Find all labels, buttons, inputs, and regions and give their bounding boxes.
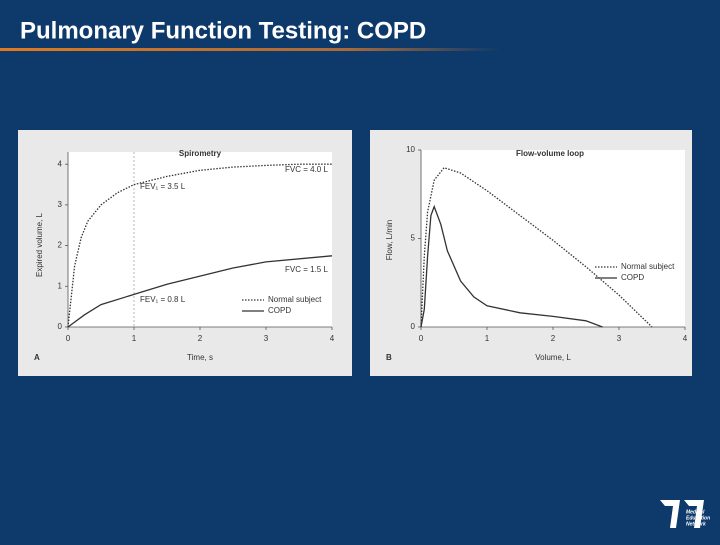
annotation: FEV₁ = 3.5 L — [140, 182, 186, 191]
logo-text: Network — [686, 521, 706, 527]
annotation: FVC = 1.5 L — [285, 265, 328, 274]
y-axis-label: Expired volume, L — [35, 212, 44, 277]
x-tick-label: 4 — [683, 334, 688, 343]
plot-area — [68, 152, 332, 327]
y-tick-label: 0 — [58, 322, 63, 331]
plot-area — [421, 150, 685, 327]
panel-label: B — [386, 353, 392, 362]
logo-text: Education — [686, 515, 710, 521]
logo: Medical Education Network — [660, 500, 710, 528]
chart-title: Spirometry — [179, 149, 222, 158]
y-tick-label: 5 — [411, 234, 416, 243]
x-tick-label: 2 — [551, 334, 556, 343]
annotation: FVC = 4.0 L — [285, 165, 328, 174]
title-underline — [0, 48, 500, 51]
y-tick-label: 0 — [411, 322, 416, 331]
charts: 0 1 2 3 4 0 1 2 3 4 Spirometry Time, s Expired volum… — [34, 145, 688, 362]
x-tick-label: 2 — [198, 334, 203, 343]
x-tick-label: 0 — [66, 334, 71, 343]
series-line — [67, 163, 332, 328]
x-tick-label: 1 — [485, 334, 490, 343]
slide-title: Pulmonary Function Testing: COPD — [20, 17, 426, 44]
y-tick-label: 2 — [58, 241, 63, 250]
x-axis-label: Volume, L — [535, 353, 571, 362]
annotation: FEV₁ = 0.8 L — [140, 295, 186, 304]
x-axis-label: Time, s — [187, 353, 213, 362]
x-tick-label: 1 — [132, 334, 137, 343]
series-line — [420, 204, 603, 328]
y-axis-label: Flow, L/min — [385, 220, 394, 260]
x-tick-label: 4 — [330, 334, 335, 343]
x-tick-label: 3 — [617, 334, 622, 343]
y-tick-label: 10 — [406, 145, 415, 154]
chart-title: Flow-volume loop — [516, 149, 584, 158]
y-tick-label: 4 — [58, 159, 63, 168]
legend-label: COPD — [268, 306, 291, 315]
logo-mark — [660, 500, 704, 528]
legend-label: COPD — [621, 273, 644, 282]
panel-label: A — [34, 353, 40, 362]
x-tick-label: 0 — [419, 334, 424, 343]
logo-text: Medical — [686, 509, 705, 515]
legend-label: Normal subject — [268, 295, 322, 304]
legend-label: Normal subject — [621, 262, 675, 271]
x-tick-label: 3 — [264, 334, 269, 343]
y-tick-label: 3 — [58, 200, 63, 209]
series-line — [67, 255, 333, 328]
y-tick-label: 1 — [58, 281, 63, 290]
